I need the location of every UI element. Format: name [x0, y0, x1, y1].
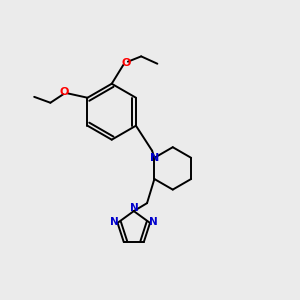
Text: N: N [149, 217, 158, 227]
Text: N: N [110, 217, 118, 227]
Text: O: O [60, 87, 69, 97]
Text: N: N [150, 153, 159, 163]
Text: O: O [121, 58, 130, 68]
Text: N: N [130, 202, 139, 213]
